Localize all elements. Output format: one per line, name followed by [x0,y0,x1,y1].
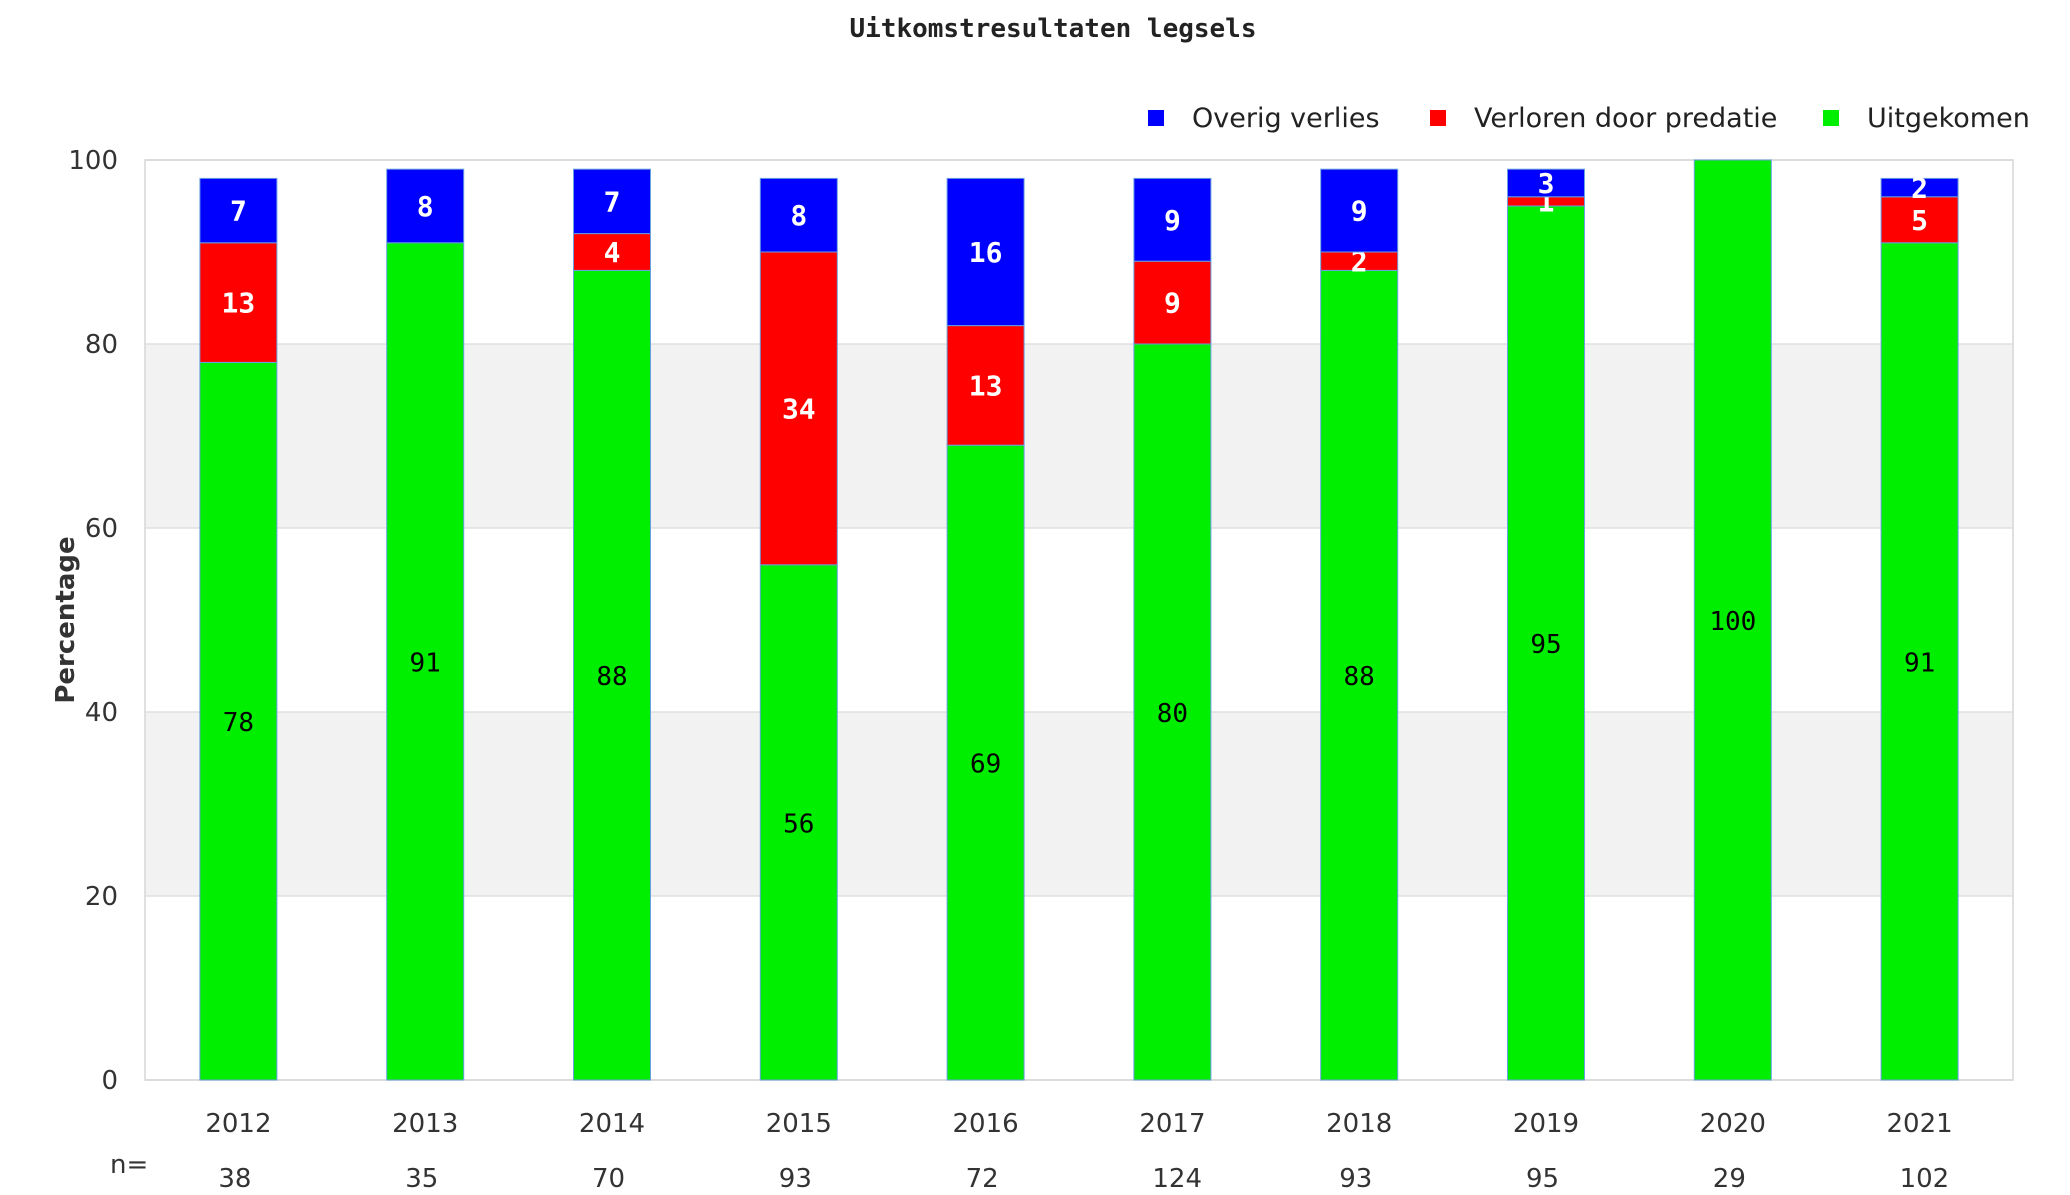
data-label: 8 [417,190,434,223]
x-tick-label: 2013 [392,1109,458,1139]
data-label: 3 [1538,167,1555,200]
x-tick-label: 2012 [205,1109,271,1139]
chart-title: Uitkomstresultaten legsels [850,14,1257,44]
x-tick-label: 2014 [579,1109,645,1139]
plot-frame [144,159,2014,1081]
data-label: 7 [604,185,621,218]
data-label: 13 [969,369,1003,402]
n-label: n= [110,1150,148,1180]
data-label: 88 [596,662,627,692]
n-value: 124 [1152,1164,1202,1194]
data-label: 78 [223,708,254,738]
bar-segment [199,242,278,363]
y-tick-label: 0 [101,1066,118,1096]
data-label: 88 [1344,662,1375,692]
n-value: 93 [1339,1164,1372,1194]
data-label: 69 [970,750,1001,780]
bar-segment [946,444,1025,1081]
bar-segment [386,168,465,244]
y-tick-label: 60 [85,514,118,544]
data-label: 95 [1530,630,1561,660]
bar-segment [1880,177,1959,198]
y-tick-label: 100 [68,146,118,176]
n-value: 35 [405,1164,438,1194]
y-axis-ticks: 0 20 40 60 80 100 [68,146,118,1096]
data-label: 9 [1164,204,1181,237]
bar-segment [1133,177,1212,262]
bar-segment [573,269,651,1081]
legend-swatch [1148,110,1164,126]
n-values: 38 35 70 93 72 124 93 95 29 102 [218,1164,1949,1194]
x-axis-ticks: 2012 2013 2014 2015 2016 2017 2018 2019 2020 2021 [205,1109,1952,1139]
data-label: 2 [1911,172,1928,205]
y-tick-label: 80 [85,330,118,360]
bar-segment [946,325,1025,446]
bar-segment [946,177,1025,327]
data-label: 80 [1157,699,1188,729]
x-tick-label: 2021 [1887,1109,1953,1139]
data-label: 91 [1904,648,1935,678]
bar-segment [1133,343,1212,1081]
bar-segment [1507,205,1585,1081]
bar-segment [1880,242,1959,1081]
bar-segment [1320,269,1399,1081]
data-label: 13 [222,287,256,320]
data-label: 7 [230,195,247,228]
bar-segment [759,564,838,1081]
legend-swatch [1430,110,1446,126]
bar-segment [1507,168,1585,198]
n-value: 102 [1900,1164,1950,1194]
x-tick-label: 2018 [1326,1109,1392,1139]
data-label: 9 [1351,195,1368,228]
data-label: 91 [410,648,441,678]
y-tick-label: 20 [85,882,118,912]
data-label: 56 [783,809,814,839]
data-label: 2 [1351,245,1368,278]
x-tick-label: 2015 [766,1109,832,1139]
legend-item-label[interactable]: Uitgekomen [1867,103,2030,134]
legend[interactable]: Overig verlies Verloren door predatie Uitg… [1148,103,2030,134]
bar-segment [1880,196,1959,244]
n-value: 72 [966,1164,999,1194]
bar-segment [1693,159,1772,1081]
x-tick-label: 2016 [953,1109,1019,1139]
bar-segment [199,177,278,244]
x-tick-label: 2020 [1700,1109,1766,1139]
bar-segment [199,361,278,1081]
bar-segment [1133,260,1212,345]
bar-segment [759,177,838,253]
x-tick-label: 2019 [1513,1109,1579,1139]
n-value: 95 [1526,1164,1559,1194]
x-tick-label: 2017 [1139,1109,1205,1139]
data-label: 5 [1911,204,1928,237]
y-axis-label: Percentage [51,536,81,703]
legend-item-label[interactable]: Verloren door predatie [1474,103,1777,134]
data-label: 100 [1709,607,1756,637]
legend-swatch [1823,110,1839,126]
n-value: 93 [779,1164,812,1194]
data-label: 16 [969,236,1003,269]
bar-segment [573,233,651,271]
y-tick-label: 40 [85,698,118,728]
data-label: 34 [782,392,816,425]
legend-item-label[interactable]: Overig verlies [1192,103,1380,134]
bar-segment [573,168,651,235]
n-value: 38 [218,1164,251,1194]
bar-segment [759,251,838,566]
data-label: 4 [604,236,621,269]
bars: 7813791888475634869131680998829951310091… [199,159,1959,1081]
n-value: 70 [592,1164,625,1194]
data-label: 8 [790,199,807,232]
n-value: 29 [1713,1164,1746,1194]
bar-segment [1320,168,1399,253]
data-label: 9 [1164,287,1181,320]
